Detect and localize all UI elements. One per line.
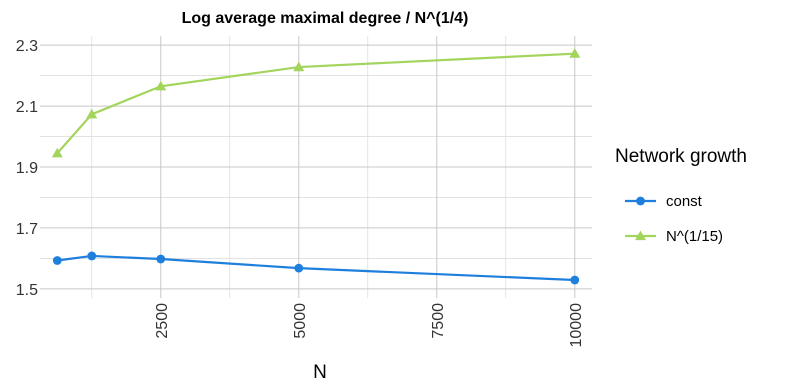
y-tick-label: 2.1 — [16, 99, 38, 116]
y-tick-label: 1.5 — [16, 282, 38, 299]
legend-label: N^(1/15) — [666, 228, 723, 245]
data-point — [52, 256, 62, 265]
tick-labels: 1.5 1.7 1.9 2.1 2.3 2500 5000 7500 10000 — [16, 38, 585, 347]
legend-swatch-marker — [635, 230, 646, 241]
grid — [40, 36, 592, 298]
x-tick-label: 10000 — [568, 303, 585, 348]
legend-title: Network growth — [615, 146, 747, 167]
data-point — [570, 275, 580, 285]
data-point — [569, 48, 581, 58]
x-tick-label: 5000 — [292, 303, 309, 339]
y-tick-label: 2.3 — [16, 38, 38, 55]
series-line — [57, 254, 575, 282]
x-tick-label: 7500 — [430, 303, 447, 339]
data-point — [87, 251, 97, 261]
legend-item-const: const — [625, 193, 703, 210]
x-tick-label: 2500 — [154, 303, 171, 339]
legend-label: const — [666, 193, 703, 210]
data-point — [294, 263, 304, 273]
chart-title: Log average maximal degree / N^(1/4) — [182, 10, 469, 27]
data-point — [51, 147, 63, 158]
legend-item-n-1-15: N^(1/15) — [625, 228, 723, 245]
y-tick-label: 1.9 — [16, 160, 38, 177]
y-tick-label: 1.7 — [16, 221, 38, 238]
series-const — [52, 251, 580, 285]
x-axis-title: N — [313, 362, 327, 381]
legend-swatch-marker — [636, 196, 645, 206]
series-line — [56, 52, 575, 155]
data-point — [293, 61, 305, 72]
legend: Network growth const N^(1/15) — [615, 146, 747, 245]
series-lines — [51, 48, 581, 285]
data-point — [86, 108, 98, 119]
data-point — [156, 254, 166, 264]
series-n-1-15 — [51, 48, 581, 158]
data-point — [155, 80, 167, 91]
